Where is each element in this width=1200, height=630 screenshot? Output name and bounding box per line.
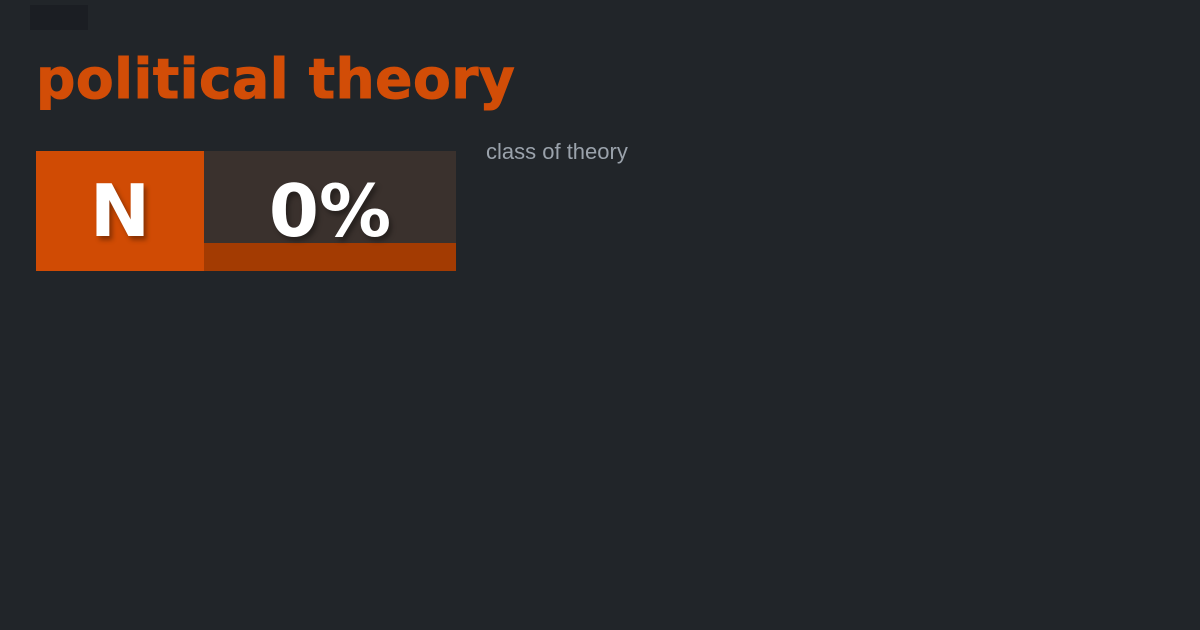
grade-badge: N 0% [36,151,456,271]
corner-mark [30,5,88,30]
page-title: political theory [35,47,516,111]
grade-percent-background [204,151,456,243]
subtitle: class of theory [486,139,628,164]
grade-letter: N [89,169,151,253]
grade-percent: 0% [268,169,392,253]
grade-percent-section: 0% [204,151,456,271]
grade-letter-box: N [36,151,204,271]
progress-track [204,243,456,271]
